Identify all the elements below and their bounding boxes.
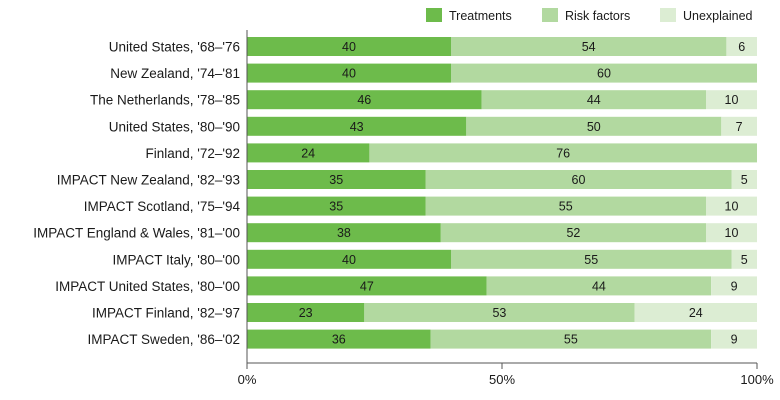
- bar-segment: [247, 276, 487, 296]
- bar-segment: [247, 303, 365, 322]
- bar-segment: [731, 249, 757, 269]
- bar-value-label: 35: [329, 173, 343, 187]
- bar-segment: [247, 116, 467, 136]
- bar-segment: [634, 303, 757, 322]
- bar-segment: [430, 329, 712, 349]
- bar-value-label: 24: [689, 306, 703, 320]
- bar-value-label: 54: [582, 40, 596, 54]
- bar-value-label: 46: [357, 93, 371, 107]
- legend-label[interactable]: Treatments: [449, 9, 512, 23]
- bar-segment: [440, 223, 706, 243]
- bar-value-label: 47: [360, 279, 374, 293]
- bar-value-label: 55: [559, 200, 573, 214]
- bar-segment: [451, 63, 757, 83]
- bar-value-label: 38: [337, 226, 351, 240]
- bar-segment: [247, 90, 482, 110]
- bar-value-label: 23: [299, 306, 313, 320]
- x-tick-label: 50%: [489, 372, 515, 387]
- bar-value-label: 52: [566, 226, 580, 240]
- bar-segment: [711, 329, 757, 349]
- bar-value-label: 24: [301, 146, 315, 160]
- bar-segment: [425, 170, 732, 189]
- bar-value-label: 76: [556, 146, 570, 160]
- bar-segment: [721, 116, 757, 136]
- bar-segment: [726, 37, 757, 56]
- x-tick-label: 0%: [238, 372, 257, 387]
- bar-value-label: 60: [597, 67, 611, 81]
- bar-value-label: 9: [731, 279, 738, 293]
- bar-segment: [711, 276, 757, 296]
- bar-value-label: 53: [492, 306, 506, 320]
- category-label: United States, '80–'90: [109, 119, 240, 134]
- category-label: IMPACT Italy, '80–'00: [113, 252, 240, 267]
- bar-segment: [706, 223, 757, 243]
- bar-segment: [247, 249, 451, 269]
- legend-swatch[interactable]: [542, 8, 558, 22]
- bar-value-label: 43: [350, 120, 364, 134]
- bar-segment: [247, 37, 451, 56]
- bar-value-label: 55: [564, 333, 578, 347]
- bar-segment: [425, 196, 706, 216]
- category-label: United States, '68–'76: [109, 40, 240, 55]
- category-label: The Netherlands, '78–'85: [90, 93, 240, 108]
- bar-segment: [247, 170, 426, 189]
- bar-segment: [731, 170, 757, 189]
- bar-value-label: 5: [741, 173, 748, 187]
- category-label: IMPACT New Zealand, '82–'93: [57, 173, 240, 188]
- bar-segment: [481, 90, 706, 110]
- bar-value-label: 6: [738, 40, 745, 54]
- category-label: Finland, '72–'92: [146, 146, 240, 161]
- bar-value-label: 55: [584, 253, 598, 267]
- bar-value-label: 44: [587, 93, 601, 107]
- bar-value-label: 10: [725, 200, 739, 214]
- bar-segment: [369, 143, 757, 163]
- bar-value-label: 50: [587, 120, 601, 134]
- category-label: IMPACT United States, '80–'00: [55, 279, 240, 294]
- bar-value-label: 9: [731, 333, 738, 347]
- bar-segment: [706, 90, 757, 110]
- bar-value-label: 40: [342, 67, 356, 81]
- bar-segment: [706, 196, 757, 216]
- category-label: New Zealand, '74–'81: [110, 66, 240, 81]
- x-tick-label: 100%: [740, 372, 774, 387]
- bar-segment: [466, 116, 722, 136]
- bar-segment: [247, 63, 451, 83]
- bar-value-label: 35: [329, 200, 343, 214]
- bar-value-label: 7: [736, 120, 743, 134]
- category-label: IMPACT Finland, '82–'97: [92, 306, 240, 321]
- bar-segment: [451, 249, 732, 269]
- bar-value-label: 10: [725, 93, 739, 107]
- bar-value-label: 60: [572, 173, 586, 187]
- bar-value-label: 40: [342, 40, 356, 54]
- bar-segment: [247, 196, 426, 216]
- bar-segment: [247, 223, 441, 243]
- bar-segment: [364, 303, 635, 322]
- legend-swatch[interactable]: [660, 8, 676, 22]
- bar-value-label: 5: [741, 253, 748, 267]
- bar-value-label: 36: [332, 333, 346, 347]
- bar-segment: [451, 37, 727, 56]
- bar-value-label: 44: [592, 279, 606, 293]
- category-label: IMPACT Sweden, '86–'02: [88, 332, 241, 347]
- legend-swatch[interactable]: [426, 8, 442, 22]
- bar-value-label: 40: [342, 253, 356, 267]
- bar-segment: [247, 329, 431, 349]
- category-label: IMPACT Scotland, '75–'94: [84, 199, 241, 214]
- bar-value-label: 10: [725, 226, 739, 240]
- bar-segment: [247, 143, 370, 163]
- legend-label[interactable]: Risk factors: [565, 9, 630, 23]
- bar-segment: [486, 276, 712, 296]
- category-label: IMPACT England & Wales, '81–'00: [33, 226, 240, 241]
- legend-label[interactable]: Unexplained: [683, 9, 753, 23]
